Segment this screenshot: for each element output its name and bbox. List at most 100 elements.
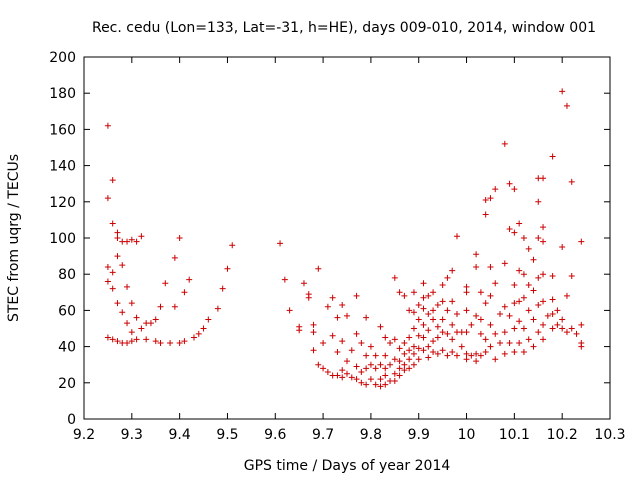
data-point <box>578 343 585 350</box>
data-point <box>525 307 532 314</box>
data-point <box>530 316 537 323</box>
data-point <box>540 175 547 182</box>
data-point <box>406 356 413 363</box>
data-point <box>516 339 523 346</box>
data-point <box>157 303 164 310</box>
data-point <box>554 307 561 314</box>
data-point <box>420 347 427 354</box>
data-point <box>516 318 523 325</box>
data-point <box>363 352 370 359</box>
data-point <box>396 289 403 296</box>
data-point <box>444 307 451 314</box>
data-point <box>511 186 518 193</box>
data-point <box>473 358 480 365</box>
x-axis-label: GPS time / Days of year 2014 <box>244 458 451 474</box>
data-point <box>540 336 547 343</box>
data-point <box>391 274 398 281</box>
data-point <box>406 307 413 314</box>
data-point <box>554 321 561 328</box>
y-tick-label: 120 <box>49 195 76 211</box>
data-point <box>420 334 427 341</box>
data-point <box>520 325 527 332</box>
data-point <box>367 376 374 383</box>
x-tick-label: 9.7 <box>312 427 334 443</box>
data-point <box>497 311 504 318</box>
data-point <box>525 245 532 252</box>
data-point <box>186 276 193 283</box>
data-point <box>353 330 360 337</box>
data-point <box>344 358 350 365</box>
data-point <box>540 321 547 328</box>
data-point <box>520 349 527 356</box>
data-point <box>138 233 145 240</box>
data-point <box>353 363 360 370</box>
y-axis-label: STEC from uqrg / TECUs <box>6 154 22 322</box>
data-point <box>114 235 121 241</box>
data-point <box>415 332 422 339</box>
data-point <box>324 303 331 310</box>
data-point <box>463 283 470 290</box>
y-tick-label: 80 <box>58 267 76 283</box>
data-point <box>511 325 518 332</box>
data-point <box>320 365 327 372</box>
data-point <box>430 307 437 314</box>
data-point <box>300 280 307 287</box>
data-point <box>401 367 408 374</box>
data-point <box>387 339 394 346</box>
plot-frame <box>83 56 611 420</box>
data-point <box>382 381 389 388</box>
data-point <box>396 365 403 372</box>
data-point <box>434 350 441 357</box>
data-point <box>377 376 384 383</box>
data-point <box>401 339 408 346</box>
data-point <box>229 242 236 249</box>
data-point <box>363 314 370 321</box>
data-point <box>453 311 460 318</box>
y-tick-label: 180 <box>49 86 76 102</box>
data-point <box>104 278 111 285</box>
data-point <box>176 235 183 241</box>
data-point <box>128 329 135 336</box>
data-point <box>430 338 437 345</box>
data-point <box>372 365 379 372</box>
data-point <box>391 370 398 377</box>
data-point <box>473 263 480 270</box>
data-point <box>492 186 499 193</box>
data-point <box>382 334 389 341</box>
data-point <box>339 374 346 381</box>
data-point <box>449 321 456 328</box>
data-point <box>181 338 188 345</box>
data-point <box>382 365 389 372</box>
data-point <box>444 330 451 337</box>
data-point <box>578 321 585 328</box>
data-point <box>363 365 370 372</box>
data-point <box>535 274 542 281</box>
data-point <box>482 300 489 307</box>
data-point <box>506 312 513 319</box>
data-point <box>487 263 494 270</box>
data-point <box>315 265 322 272</box>
data-point <box>449 349 456 356</box>
data-point <box>286 307 293 314</box>
data-point <box>396 358 403 365</box>
data-point <box>559 325 566 332</box>
data-point <box>463 350 470 357</box>
data-point <box>506 225 513 232</box>
data-point <box>114 229 121 236</box>
data-point <box>463 329 470 336</box>
data-point <box>415 301 422 308</box>
data-point <box>104 122 111 129</box>
data-point <box>406 365 413 372</box>
data-point <box>525 336 532 343</box>
data-point <box>501 303 508 310</box>
data-point <box>535 301 542 308</box>
data-point <box>109 220 116 227</box>
data-point <box>425 327 432 334</box>
y-axis: 0 20 40 60 80 100 120 140 160 180 200 <box>49 50 610 428</box>
data-point <box>525 282 532 289</box>
data-point <box>477 316 484 323</box>
y-tick-label: 40 <box>58 340 76 356</box>
y-tick-label: 140 <box>49 159 76 175</box>
data-point <box>563 102 570 109</box>
data-point <box>391 377 398 384</box>
